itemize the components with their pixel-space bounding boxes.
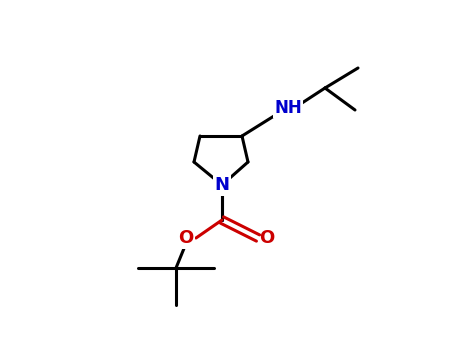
- Text: NH: NH: [274, 99, 302, 117]
- Text: N: N: [214, 176, 229, 194]
- Text: O: O: [259, 229, 275, 247]
- Text: O: O: [178, 229, 194, 247]
